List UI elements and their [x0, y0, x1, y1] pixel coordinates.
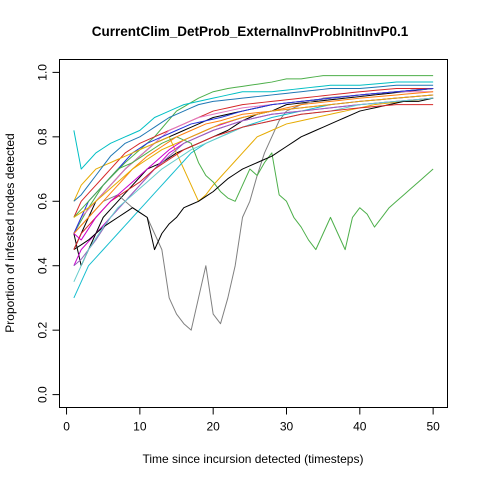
x-tick-label: 40	[353, 420, 367, 434]
y-tick-label: 0.8	[36, 128, 50, 145]
series-line-11	[73, 94, 434, 299]
series-line-14	[73, 97, 434, 251]
series-layer	[73, 75, 434, 331]
series-line-13	[73, 136, 434, 251]
x-axis-label: Time since incursion detected (timesteps…	[143, 452, 364, 466]
y-tick-label: 0.6	[36, 193, 50, 210]
series-line-10	[73, 97, 434, 202]
y-tick-label: 0.2	[36, 322, 50, 339]
y-axis-label: Proportion of infested nodes detected	[3, 133, 17, 332]
x-tick-label: 0	[63, 420, 70, 434]
x-axis: 0 10 20 30 40 50	[63, 407, 440, 434]
series-line-17	[73, 104, 434, 250]
series-line-18	[73, 84, 434, 202]
y-tick-label: 1.0	[36, 64, 50, 81]
series-line-6	[73, 88, 434, 218]
series-line-15	[73, 91, 434, 234]
x-tick-label: 10	[133, 420, 147, 434]
x-tick-label: 50	[426, 420, 440, 434]
series-line-3	[73, 88, 434, 267]
y-tick-label: 0.0	[36, 386, 50, 403]
x-tick-label: 30	[280, 420, 294, 434]
series-line-1	[73, 75, 434, 234]
series-line-2	[73, 81, 434, 170]
series-line-20	[73, 94, 434, 218]
y-tick-label: 0.4	[36, 257, 50, 274]
y-axis: 0.0 0.2 0.4 0.6 0.8 1.0	[36, 64, 60, 403]
chart-title: CurrentClim_DetProb_ExternalInvProbInitI…	[92, 24, 409, 39]
x-tick-label: 20	[206, 420, 220, 434]
